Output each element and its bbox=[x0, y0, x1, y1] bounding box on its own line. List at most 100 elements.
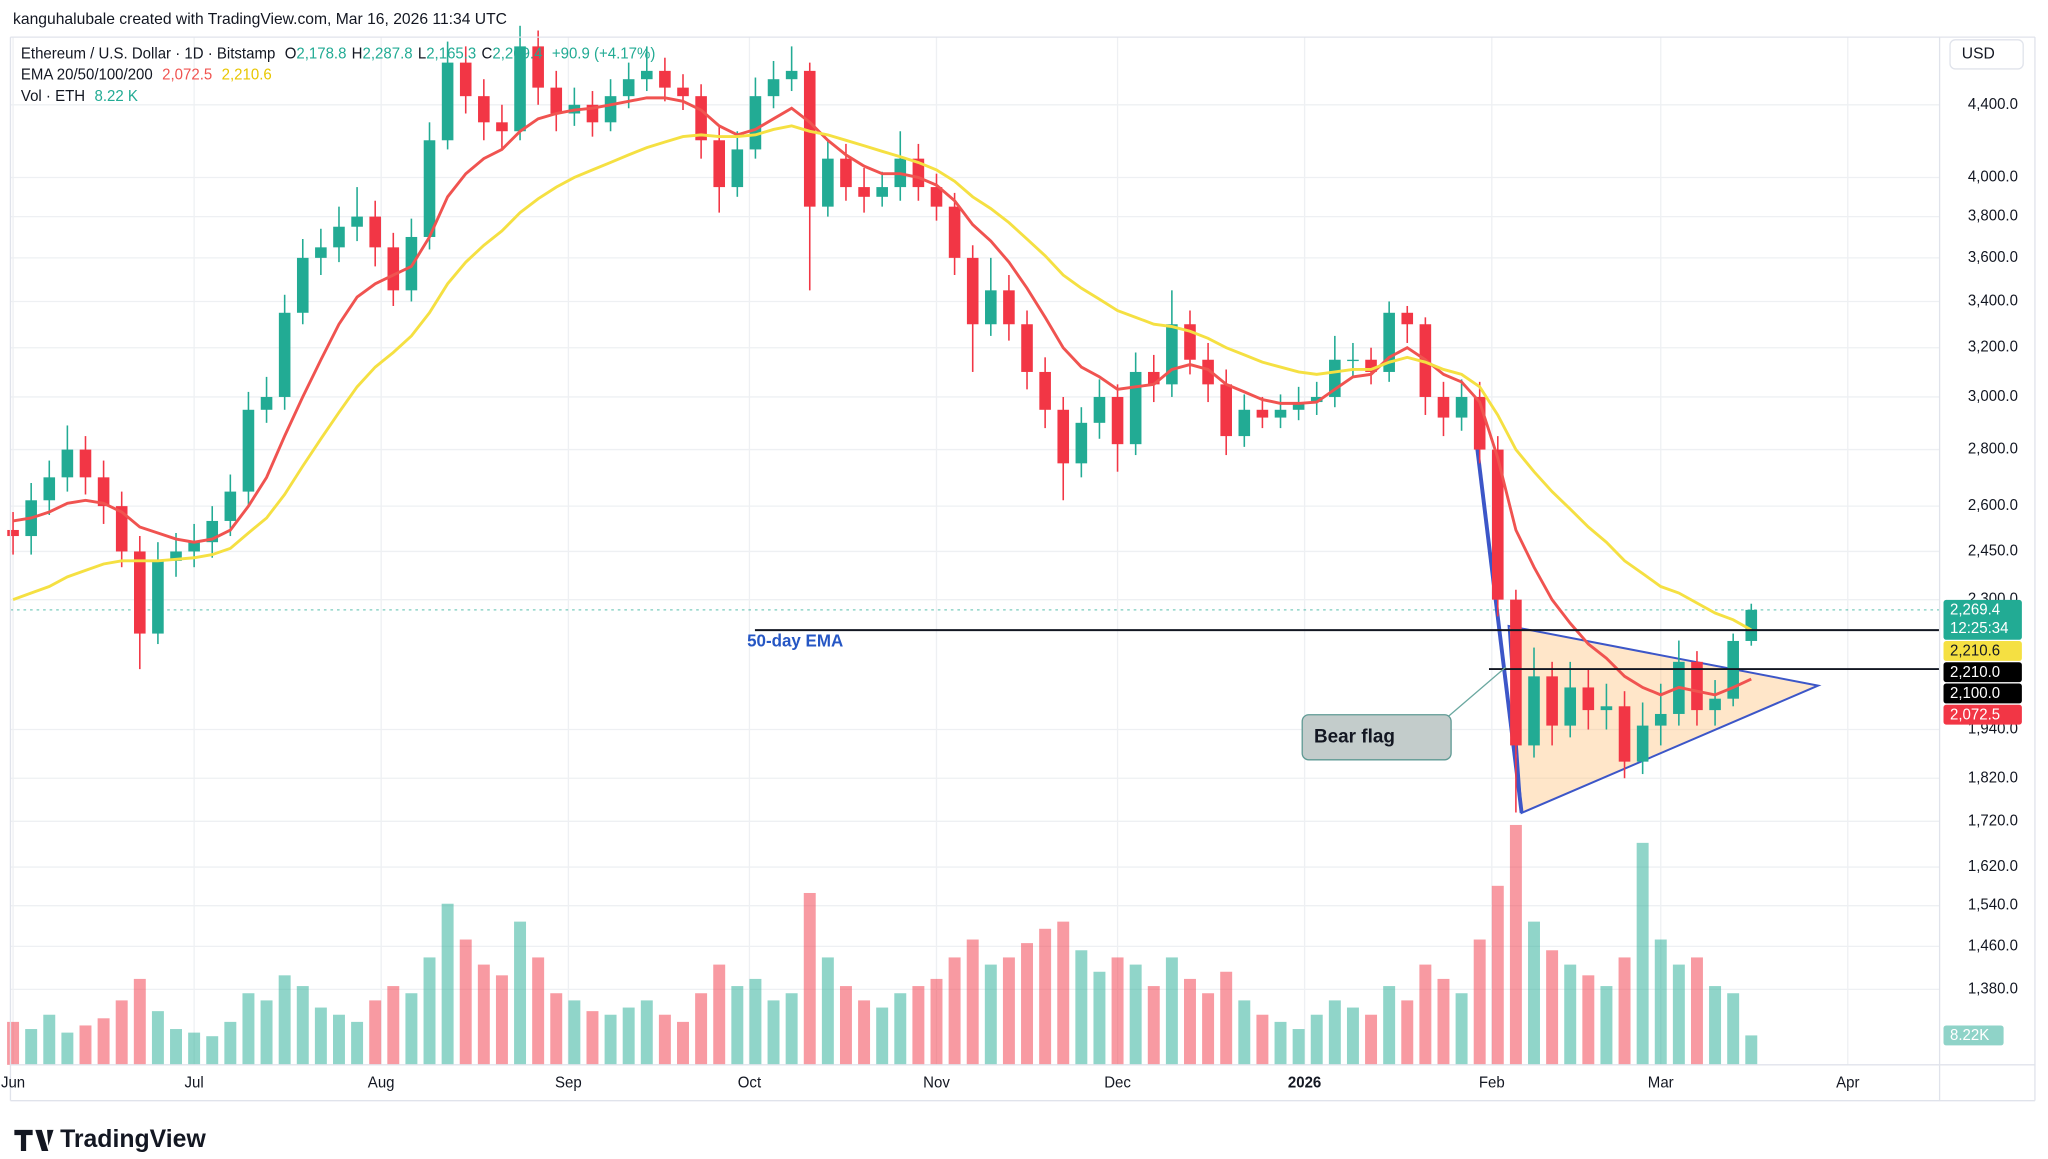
volume-bar bbox=[821, 957, 834, 1065]
candle-body bbox=[206, 520, 219, 543]
volume-bar bbox=[1057, 921, 1070, 1065]
y-tick-label: 2,800.0 bbox=[1968, 441, 2018, 458]
candle-body bbox=[1455, 396, 1468, 418]
volume-bar bbox=[1021, 943, 1033, 1065]
candle-body bbox=[459, 62, 472, 97]
y-tick-label: 1,460.0 bbox=[1968, 937, 2018, 954]
volume-bar bbox=[767, 1000, 780, 1065]
candle-body bbox=[1256, 409, 1269, 418]
header-text: kanguhalubale created with TradingView.c… bbox=[13, 11, 507, 28]
y-tick-label: 1,620.0 bbox=[1968, 858, 2018, 875]
volume-tag bbox=[1943, 1025, 2004, 1046]
x-tick-label: Nov bbox=[923, 1074, 950, 1091]
ema-value: 2,210.6 bbox=[222, 67, 272, 84]
candle-body bbox=[1075, 422, 1088, 464]
candle-body bbox=[1111, 396, 1124, 445]
candle-body bbox=[822, 158, 834, 207]
ohlc-value: 2,269.4 bbox=[492, 45, 542, 62]
ohlc: O2,178.8 H2,287.8 L2,165.3 C2,269.4 bbox=[285, 45, 543, 62]
currency[interactable]: USD bbox=[1962, 45, 1995, 62]
x-tick-label: Oct bbox=[738, 1074, 762, 1091]
candle-body bbox=[1564, 687, 1577, 726]
volume-bar bbox=[495, 975, 508, 1065]
ema-line bbox=[12, 96, 1752, 697]
x-tick-label: 2026 bbox=[1288, 1074, 1321, 1091]
candle-body bbox=[296, 257, 309, 313]
price-tag-label: 2,210.6 bbox=[1950, 643, 2000, 660]
volume-bar bbox=[387, 986, 400, 1065]
volume-bar bbox=[984, 964, 997, 1065]
volume-bar bbox=[1564, 964, 1577, 1065]
candle-body bbox=[985, 290, 997, 325]
candle-body bbox=[713, 140, 726, 188]
volume-bar bbox=[333, 1014, 345, 1065]
candle-body bbox=[1166, 324, 1178, 385]
candle-body bbox=[731, 149, 744, 188]
candle-body bbox=[496, 122, 508, 132]
y-tick-label: 2,450.0 bbox=[1968, 542, 2018, 559]
volume-bar bbox=[1184, 978, 1196, 1065]
volume-bar bbox=[1075, 950, 1088, 1065]
volume-bar bbox=[731, 986, 744, 1065]
candle-body bbox=[1383, 312, 1395, 372]
volume-bar bbox=[1618, 957, 1631, 1065]
volume-bar bbox=[532, 957, 545, 1065]
candle-body bbox=[441, 62, 454, 141]
volume-bar bbox=[514, 921, 527, 1065]
volume-bar bbox=[568, 1000, 581, 1065]
candle-body bbox=[622, 79, 635, 97]
volume-bar bbox=[1654, 939, 1667, 1065]
price-tag-label: 2,100.0 bbox=[1950, 685, 2000, 702]
volume-bar bbox=[1437, 978, 1450, 1065]
candle-body bbox=[224, 491, 237, 521]
candle-body bbox=[767, 79, 780, 97]
y-tick-label: 2,600.0 bbox=[1968, 497, 2018, 514]
price-tag-label: 2,269.4 bbox=[1950, 601, 2000, 618]
volume-bar bbox=[1709, 986, 1722, 1065]
volume-bar bbox=[1473, 939, 1486, 1065]
volume-bar bbox=[405, 993, 418, 1065]
volume-label: Vol · ETH bbox=[21, 88, 85, 105]
ema-legend: EMA 20/50/100/200 2,072.5 2,210.6 bbox=[21, 67, 272, 84]
candle-body bbox=[1039, 371, 1051, 410]
candle-body bbox=[134, 551, 146, 634]
volume-bar bbox=[206, 1036, 219, 1065]
y-tick-label: 3,000.0 bbox=[1968, 388, 2018, 405]
currency-button[interactable] bbox=[1949, 39, 2024, 70]
ema-line bbox=[12, 124, 1752, 632]
volume-bar bbox=[1310, 1014, 1323, 1065]
volume-bar bbox=[586, 1011, 599, 1065]
volume-bar bbox=[43, 1014, 56, 1065]
candle-body bbox=[749, 96, 762, 150]
volume-bar bbox=[151, 1011, 164, 1065]
x-tick-label: Jul bbox=[185, 1074, 204, 1091]
x-tick-label: Dec bbox=[1104, 1074, 1131, 1091]
volume-bar bbox=[1093, 971, 1106, 1065]
volume-bar bbox=[1256, 1014, 1269, 1065]
volume-bar bbox=[749, 978, 762, 1065]
y-tick-label: 3,400.0 bbox=[1968, 292, 2018, 309]
candle-body bbox=[948, 206, 961, 258]
candle-body bbox=[677, 87, 689, 97]
volume-bar bbox=[260, 1000, 273, 1065]
volume-bar bbox=[1636, 842, 1649, 1065]
candle-body bbox=[640, 70, 653, 80]
volume-bar bbox=[1292, 1029, 1305, 1065]
ohlc-value: 2,178.8 bbox=[296, 45, 346, 62]
volume-bar bbox=[25, 1029, 38, 1065]
volume-bar bbox=[1002, 957, 1015, 1065]
price-tag-label: 2,210.0 bbox=[1950, 664, 2000, 681]
ohlc-key: O bbox=[285, 45, 297, 62]
x-tick-label: Apr bbox=[1836, 1074, 1859, 1091]
volume-bar bbox=[133, 978, 146, 1065]
volume-bar bbox=[658, 1014, 671, 1065]
candle-body bbox=[840, 158, 852, 188]
volume-bar bbox=[1039, 928, 1052, 1065]
candle-body bbox=[1745, 609, 1758, 641]
candle-body bbox=[152, 560, 164, 634]
candle-body bbox=[912, 158, 925, 188]
volume-bar bbox=[640, 1000, 653, 1065]
candle-body bbox=[1003, 290, 1015, 325]
candle-body bbox=[170, 551, 182, 561]
volume-bar bbox=[1690, 957, 1703, 1065]
